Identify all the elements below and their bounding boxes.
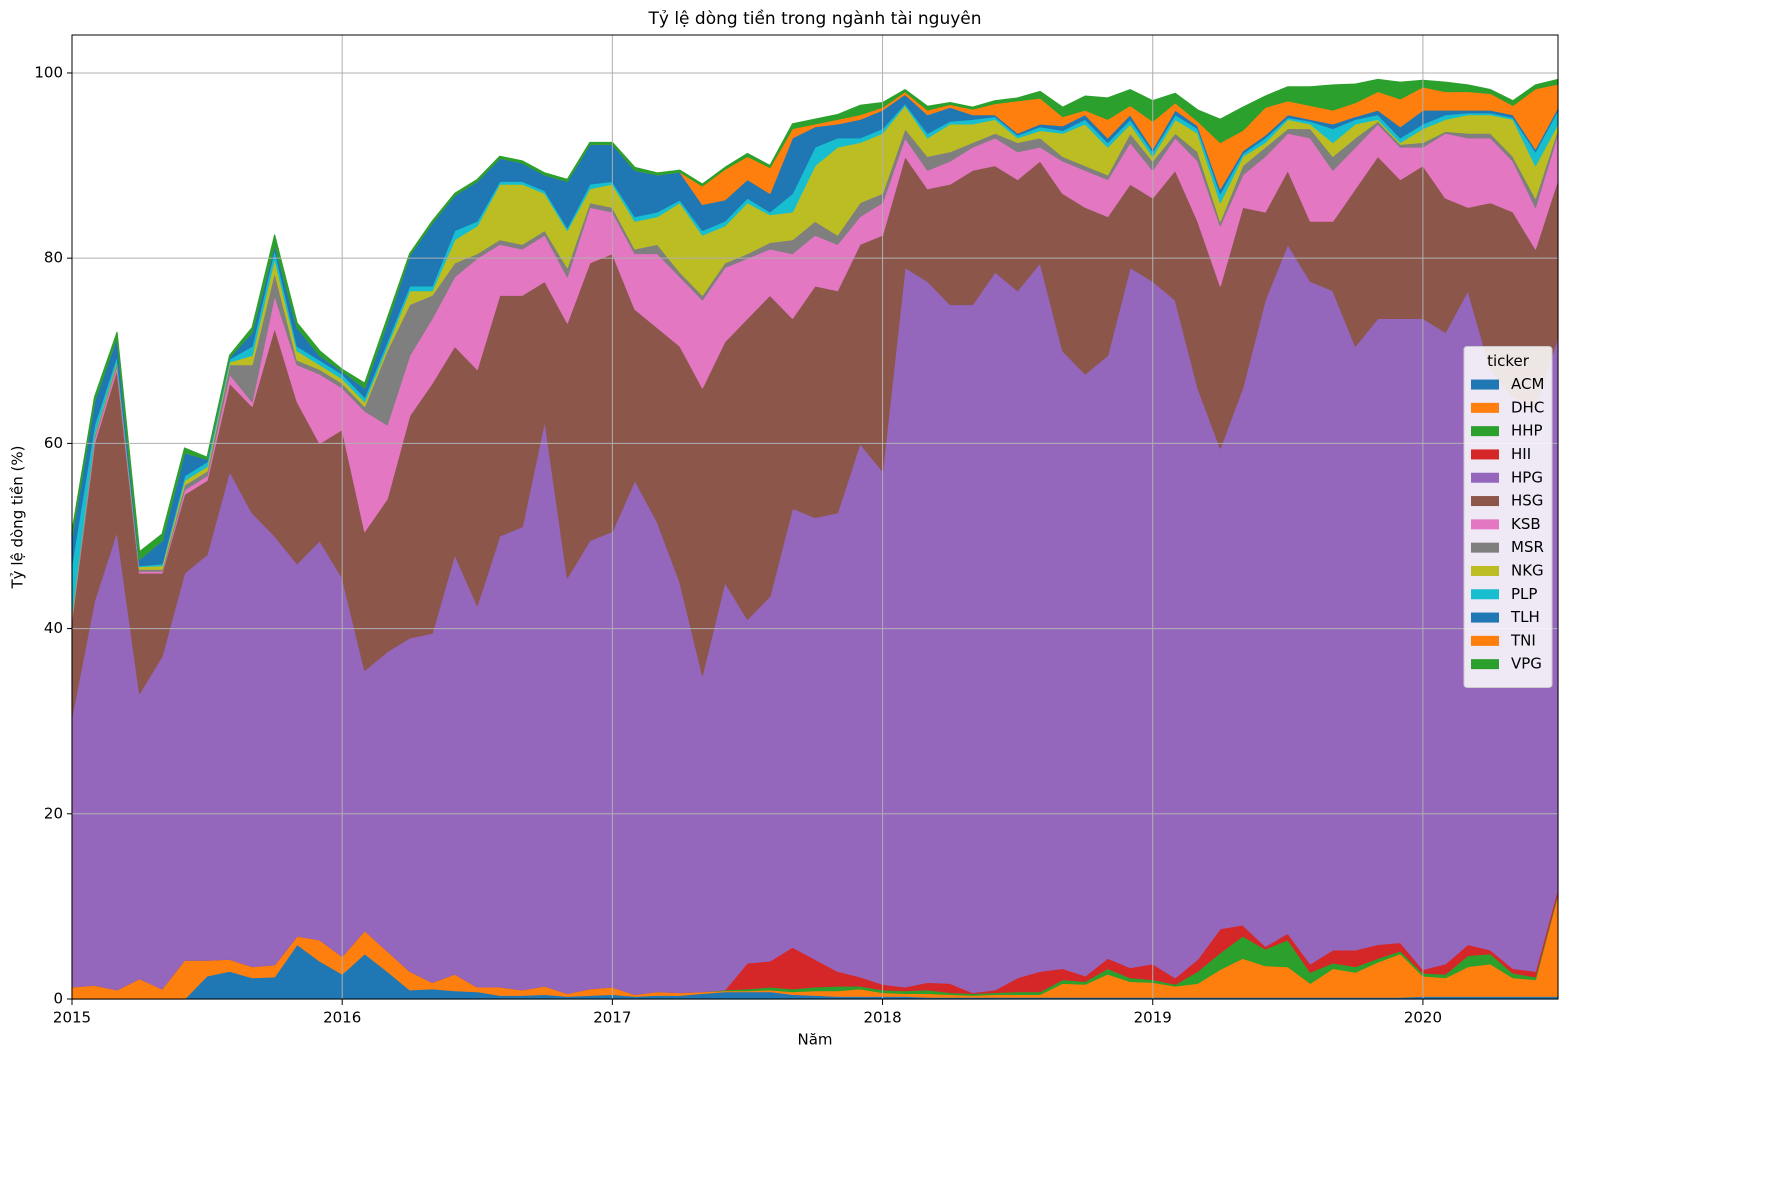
legend-label: KSB bbox=[1511, 515, 1541, 533]
legend-swatch bbox=[1471, 402, 1499, 413]
legend-swatch bbox=[1471, 449, 1499, 460]
legend-label: PLP bbox=[1511, 585, 1537, 603]
legend-swatch bbox=[1471, 472, 1499, 483]
legend-title: ticker bbox=[1487, 352, 1530, 370]
x-tick-label: 2016 bbox=[323, 1009, 361, 1027]
x-tick-label: 2019 bbox=[1134, 1009, 1172, 1027]
legend-label: HII bbox=[1511, 445, 1531, 463]
legend-label: HSG bbox=[1511, 492, 1543, 510]
legend-swatch bbox=[1471, 542, 1499, 553]
y-axis-label: Tỷ lệ dòng tiền (%) bbox=[9, 446, 27, 590]
legend-label: TNI bbox=[1510, 631, 1536, 649]
legend-label: HHP bbox=[1511, 422, 1543, 440]
legend-swatch bbox=[1471, 612, 1499, 623]
legend-swatch bbox=[1471, 659, 1499, 670]
legend-label: NKG bbox=[1511, 561, 1544, 579]
y-tick-label: 20 bbox=[44, 804, 63, 822]
y-tick-label: 100 bbox=[34, 63, 63, 81]
axes-frame bbox=[71, 34, 1559, 1000]
legend-swatch bbox=[1471, 635, 1499, 646]
legend-label: ACM bbox=[1511, 375, 1544, 393]
legend-swatch bbox=[1471, 379, 1499, 390]
y-tick-label: 60 bbox=[44, 434, 63, 452]
legend-label: DHC bbox=[1511, 398, 1544, 416]
legend-label: TLH bbox=[1510, 608, 1540, 626]
legend-label: VPG bbox=[1511, 655, 1542, 673]
x-axis-label: Năm bbox=[797, 1031, 832, 1049]
x-tick-label: 2017 bbox=[593, 1009, 631, 1027]
legend-swatch bbox=[1471, 496, 1499, 507]
legend-swatch bbox=[1471, 589, 1499, 600]
x-tick-label: 2018 bbox=[863, 1009, 901, 1027]
y-tick-label: 0 bbox=[53, 990, 63, 1008]
x-tick-label: 2015 bbox=[53, 1009, 91, 1027]
y-tick-label: 40 bbox=[44, 619, 63, 637]
chart-title: Tỷ lệ dòng tiền trong ngành tài nguyên bbox=[647, 8, 981, 29]
y-tick-label: 80 bbox=[44, 249, 63, 267]
legend-swatch bbox=[1471, 565, 1499, 576]
legend-swatch bbox=[1471, 519, 1499, 530]
legend-label: MSR bbox=[1511, 538, 1544, 556]
legend: ticker ACM DHC HHP HII HPG HSG KSB MSR NKG PLP TLH T… bbox=[1463, 346, 1553, 688]
x-tick-label: 2020 bbox=[1404, 1009, 1442, 1027]
plot-area bbox=[71, 78, 1559, 1000]
legend-label: HPG bbox=[1511, 468, 1543, 486]
legend-swatch bbox=[1471, 426, 1499, 437]
